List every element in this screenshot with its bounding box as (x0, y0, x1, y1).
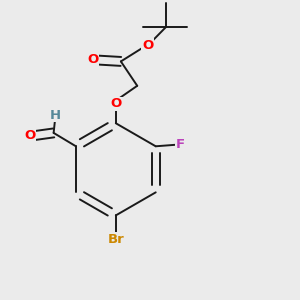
Text: O: O (24, 129, 35, 142)
Text: H: H (50, 109, 61, 122)
Text: F: F (176, 138, 185, 151)
Text: O: O (142, 39, 153, 52)
Text: O: O (87, 53, 98, 66)
Text: Br: Br (107, 233, 124, 246)
Text: O: O (111, 98, 122, 110)
